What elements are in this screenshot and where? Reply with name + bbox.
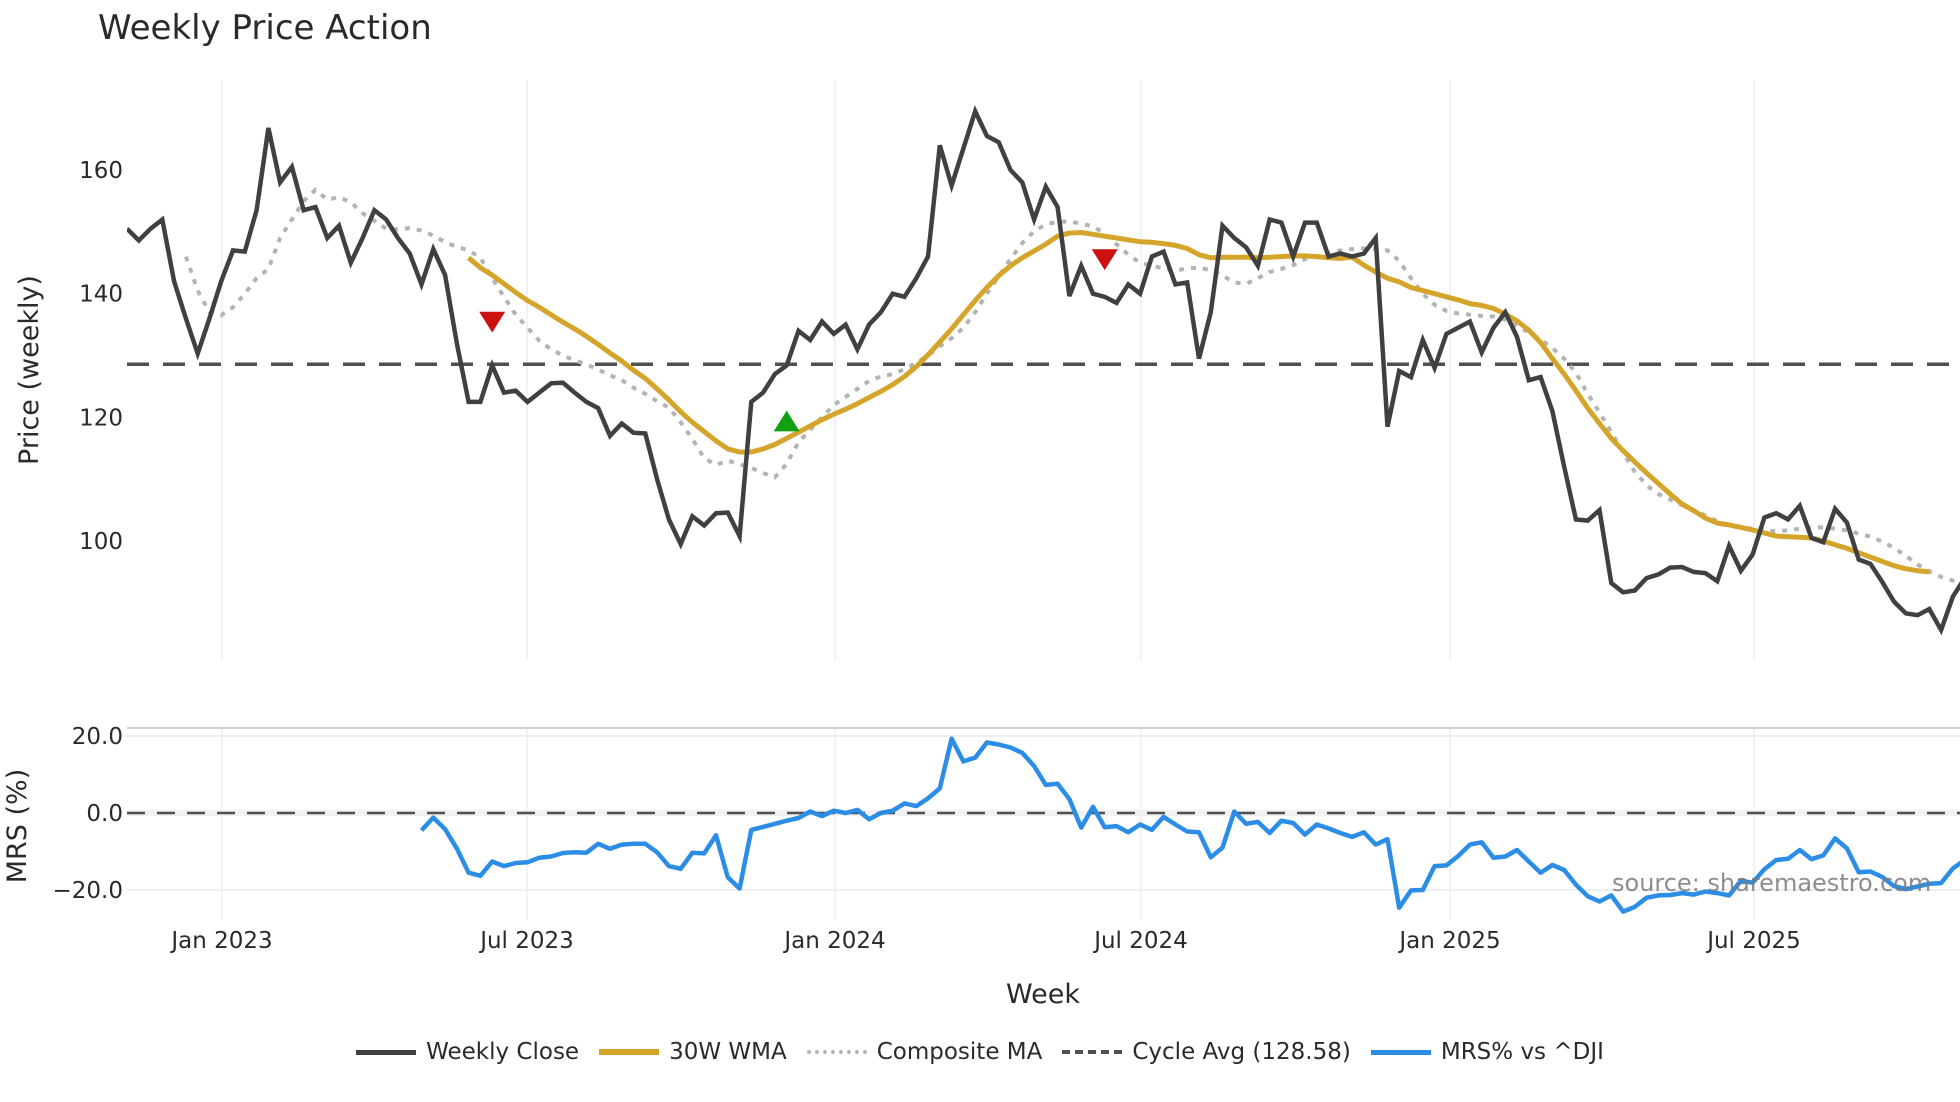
price-tick-label: 100 [79, 529, 123, 555]
x-tick-label: Jan 2025 [1397, 928, 1500, 954]
mrs-line [419, 736, 1960, 914]
price-axis-title: Price (weekly) [14, 275, 45, 465]
legend-item-mrs[interactable]: MRS% vs ^DJI [1370, 1039, 1604, 1065]
legend-label: MRS% vs ^DJI [1440, 1039, 1604, 1065]
wma-line [466, 230, 1930, 575]
legend-label: 30W WMA [669, 1039, 787, 1065]
legend-label: Composite MA [876, 1039, 1043, 1065]
price-tick-label: 140 [79, 282, 123, 308]
x-tick-label: Jul 2024 [1092, 928, 1188, 954]
mrs-tick-label: 20.0 [72, 724, 123, 750]
mrs-tick-label: −20.0 [53, 878, 123, 904]
gridlines [127, 80, 1960, 920]
x-tick-label: Jul 2023 [478, 928, 574, 954]
x-axis-title: Week [1006, 979, 1080, 1010]
mrs-axis-title: MRS (%) [2, 769, 33, 884]
legend-dotted-line-icon [806, 1050, 867, 1054]
weekly-close-line [127, 105, 1960, 636]
legend: Weekly Close 30W WMA Composite MA Cycle … [0, 1032, 1960, 1072]
mrs-y-axis: 20.0 0.0 −20.0 [53, 724, 123, 904]
legend-item-30w-wma[interactable]: 30W WMA [599, 1039, 787, 1065]
x-tick-label: Jul 2025 [1705, 928, 1801, 954]
legend-label: Weekly Close [426, 1039, 580, 1065]
sell-signal-icon [479, 311, 506, 333]
chart-canvas[interactable]: 100 120 140 160 20.0 0.0 −20.0 Jan 2023 Jul 20… [0, 0, 1960, 1030]
legend-line-icon [599, 1049, 660, 1055]
x-tick-label: Jan 2023 [169, 928, 272, 954]
price-y-axis: 100 120 140 160 [79, 158, 123, 555]
signal-markers [479, 249, 1118, 432]
legend-line-icon [1370, 1049, 1431, 1055]
legend-item-cycle-avg[interactable]: Cycle Avg (128.58) [1062, 1039, 1351, 1065]
legend-line-icon [356, 1049, 417, 1055]
sell-signal-icon [1091, 249, 1118, 271]
mrs-tick-label: 0.0 [86, 801, 123, 827]
x-tick-label: Jan 2024 [782, 928, 885, 954]
source-note: source: sharemaestro.com [1612, 869, 1931, 897]
composite-ma-line [184, 187, 1960, 584]
chart-title: Weekly Price Action [98, 8, 432, 48]
mrs-panel [127, 736, 1960, 914]
price-tick-label: 160 [79, 158, 123, 184]
legend-item-weekly-close[interactable]: Weekly Close [356, 1039, 579, 1065]
price-tick-label: 120 [79, 405, 123, 431]
legend-item-composite-ma[interactable]: Composite MA [806, 1039, 1043, 1065]
buy-signal-icon [773, 410, 800, 432]
price-panel [127, 105, 1960, 636]
legend-dashed-line-icon [1062, 1050, 1123, 1054]
legend-label: Cycle Avg (128.58) [1132, 1039, 1351, 1065]
x-axis: Jan 2023 Jul 2023 Jan 2024 Jul 2024 Jan 2025… [169, 928, 1800, 954]
